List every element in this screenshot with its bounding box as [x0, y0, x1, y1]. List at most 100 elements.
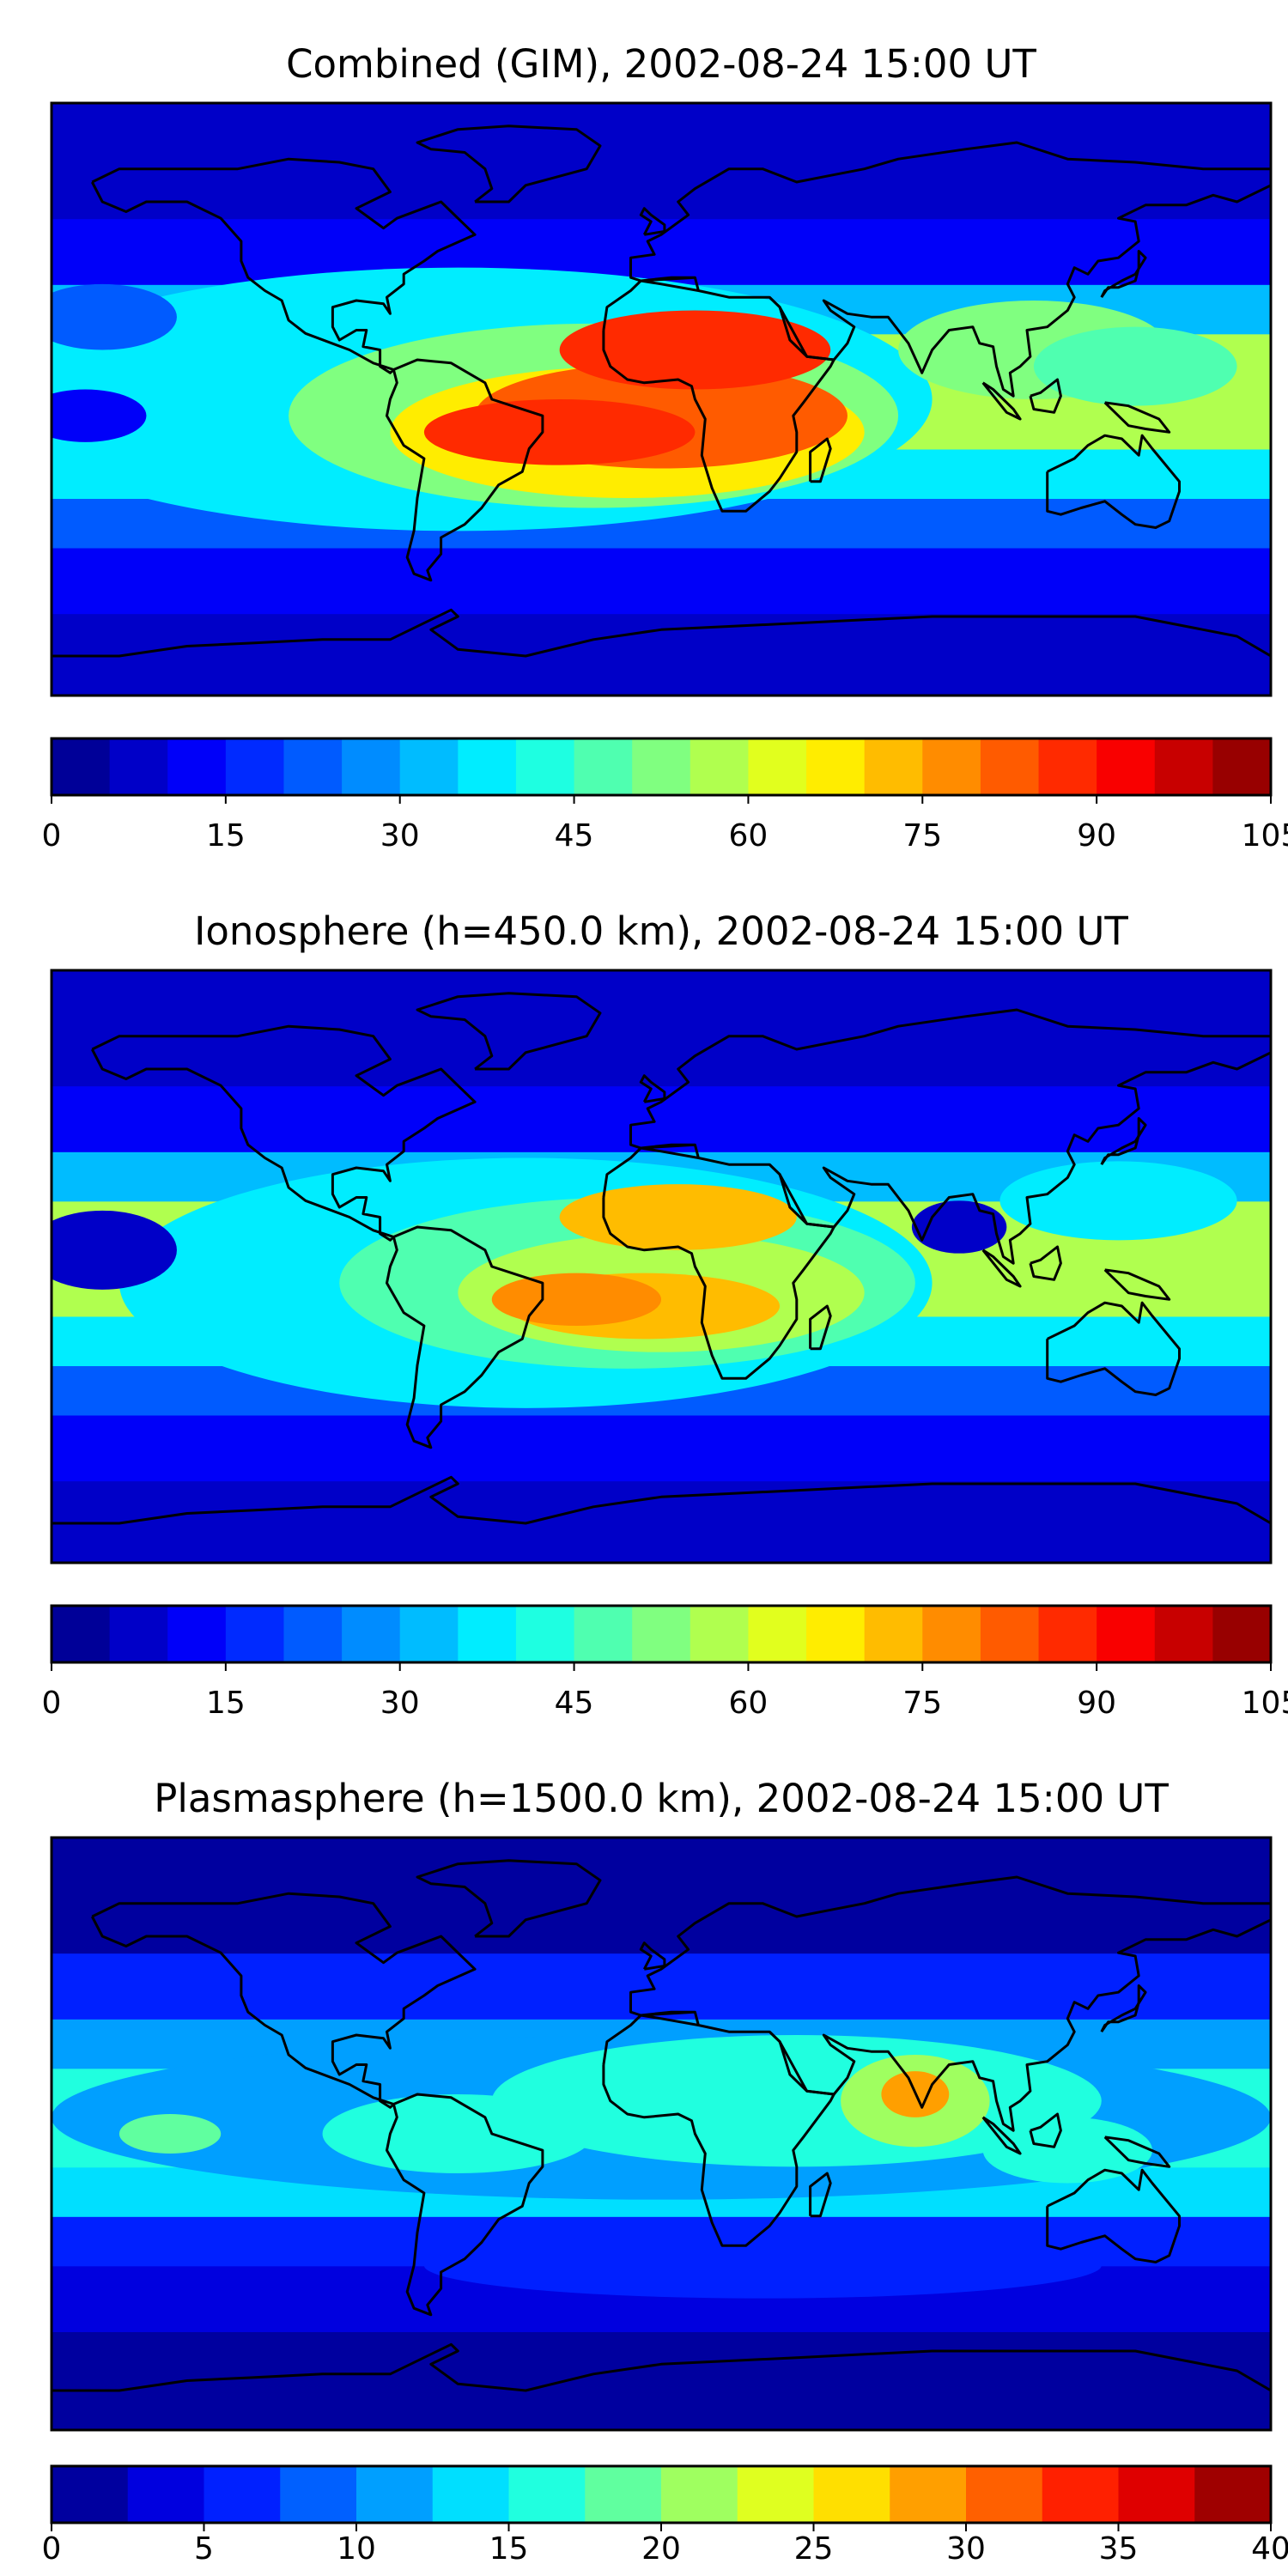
- colorbar-segment: [1038, 1606, 1097, 1662]
- contour-region: [322, 2094, 594, 2173]
- coastline-antarctica: [52, 2342, 1271, 2392]
- colorbar-segment: [748, 738, 807, 795]
- colorbar-segment: [204, 2466, 281, 2523]
- colorbar-segment: [690, 1606, 750, 1662]
- coastline-africa-south: [602, 296, 835, 513]
- contour-region: [982, 2117, 1152, 2184]
- coastline-africa-eurasia: [602, 1008, 1271, 1265]
- colorbar-segment: [1212, 738, 1272, 795]
- coastline-indonesia-borneo: [1029, 2112, 1062, 2148]
- colorbar-segment: [1118, 2466, 1195, 2523]
- colorbar-segment: [52, 738, 111, 795]
- colorbar-segment: [127, 2466, 205, 2523]
- colorbar-tick-label: 15: [206, 1686, 246, 1721]
- colorbar-segment: [515, 738, 575, 795]
- colorbar-segment: [225, 1606, 285, 1662]
- colorbar-segment: [1042, 2466, 1120, 2523]
- colorbar-segment: [283, 738, 343, 795]
- colorbar-segment: [690, 738, 750, 795]
- panel-2: Ionosphere (h=450.0 km), 2002-08-24 15:0…: [42, 908, 1288, 1721]
- contour-band: [52, 1085, 1271, 1152]
- contour-band: [52, 218, 1271, 285]
- coastline-greenland: [416, 1859, 602, 1938]
- panel-title: Combined (GIM), 2002-08-24 15:00 UT: [286, 41, 1036, 87]
- coastline-new-guinea: [1103, 401, 1171, 434]
- coastline-uk: [639, 1074, 666, 1103]
- colorbar-segment: [1154, 738, 1213, 795]
- colorbar-segment: [585, 2466, 662, 2523]
- colorbar-segment: [1038, 738, 1097, 795]
- coastline-south-america: [386, 358, 544, 582]
- colorbar-segment: [574, 738, 633, 795]
- coastline-africa-eurasia: [602, 141, 1271, 398]
- colorbar-tick-label: 25: [794, 2531, 834, 2567]
- colorbar-tick-label: 40: [1251, 2531, 1288, 2567]
- colorbar-frame: [50, 1604, 1273, 1664]
- coastline-japan: [1100, 250, 1147, 299]
- coastline-madagascar: [809, 2172, 832, 2218]
- colorbar-segment: [342, 738, 401, 795]
- panel-title: Plasmasphere (h=1500.0 km), 2002-08-24 1…: [154, 1776, 1169, 1821]
- coastline-sumatra: [981, 1249, 1022, 1288]
- colorbar-segment: [342, 1606, 401, 1662]
- coastline-madagascar: [809, 1304, 832, 1351]
- colorbar-segment: [167, 1606, 227, 1662]
- colorbar-tick-label: 15: [206, 818, 246, 854]
- coastline-north-america: [90, 1892, 477, 2109]
- panel-3: Plasmasphere (h=1500.0 km), 2002-08-24 1…: [42, 1776, 1288, 2567]
- colorbar-segment: [864, 1606, 923, 1662]
- colorbar-tick-label: 10: [337, 2531, 376, 2567]
- coastline-greenland: [416, 992, 602, 1071]
- colorbar-segment: [52, 1606, 111, 1662]
- colorbar-tick-label: 20: [641, 2531, 681, 2567]
- colorbar-segment: [167, 738, 227, 795]
- contour-field: [52, 103, 1271, 696]
- colorbar-segment: [632, 738, 691, 795]
- colorbar-segment: [980, 1606, 1040, 1662]
- contour-region: [52, 283, 177, 350]
- coastline-antarctica: [52, 1475, 1271, 1525]
- colorbar-tick-label: 105: [1242, 1686, 1288, 1721]
- contour-field: [52, 1838, 1271, 2430]
- contour-band: [52, 547, 1271, 615]
- colorbar-segment: [458, 1606, 517, 1662]
- coastlines: [52, 992, 1271, 1525]
- colorbar-tick-label: 0: [42, 818, 62, 854]
- colorbar-tick-label: 75: [902, 1686, 942, 1721]
- coastline-australia: [1046, 1301, 1181, 1396]
- contour-region: [52, 1210, 177, 1290]
- contour-band: [52, 103, 1271, 220]
- coastline-greenland: [416, 125, 602, 204]
- contour-region: [999, 1161, 1237, 1241]
- contour-band: [52, 1953, 1271, 2020]
- colorbar-segment: [806, 1606, 866, 1662]
- colorbar: 0 5 10 15 20 25 30 35 40: [42, 2464, 1288, 2567]
- colorbar-segment: [864, 738, 923, 795]
- colorbar-segment: [1212, 1606, 1272, 1662]
- colorbar: 0 15 30 45 60 75 90 105: [42, 1604, 1288, 1721]
- colorbar-segment: [632, 1606, 691, 1662]
- panel-1: Combined (GIM), 2002-08-24 15:00 UT 0 15 30…: [42, 41, 1288, 854]
- colorbar-tick-label: 60: [729, 1686, 769, 1721]
- colorbar-segment: [458, 738, 517, 795]
- colorbar-tick-label: 45: [555, 1686, 594, 1721]
- colorbar-segment: [508, 2466, 586, 2523]
- contour-region: [559, 310, 831, 390]
- colorbar-segment: [109, 738, 168, 795]
- coastline-north-america: [90, 157, 477, 374]
- coastline-madagascar: [809, 437, 832, 483]
- coastline-uk: [639, 207, 666, 236]
- coastlines: [52, 125, 1271, 658]
- colorbar-segment: [922, 1606, 981, 1662]
- colorbar-segment: [280, 2466, 357, 2523]
- colorbar-tick-label: 75: [902, 818, 942, 854]
- colorbar-tick-label: 30: [380, 1686, 420, 1721]
- colorbar-tick-label: 90: [1077, 818, 1116, 854]
- coastline-north-america: [90, 1024, 477, 1242]
- colorbar-segment: [399, 738, 459, 795]
- coastline-new-guinea: [1103, 1268, 1171, 1301]
- contour-region: [423, 2233, 1102, 2299]
- colorbar-tick-label: 90: [1077, 1686, 1116, 1721]
- colorbar-segment: [283, 1606, 343, 1662]
- contour-band: [52, 1414, 1271, 1482]
